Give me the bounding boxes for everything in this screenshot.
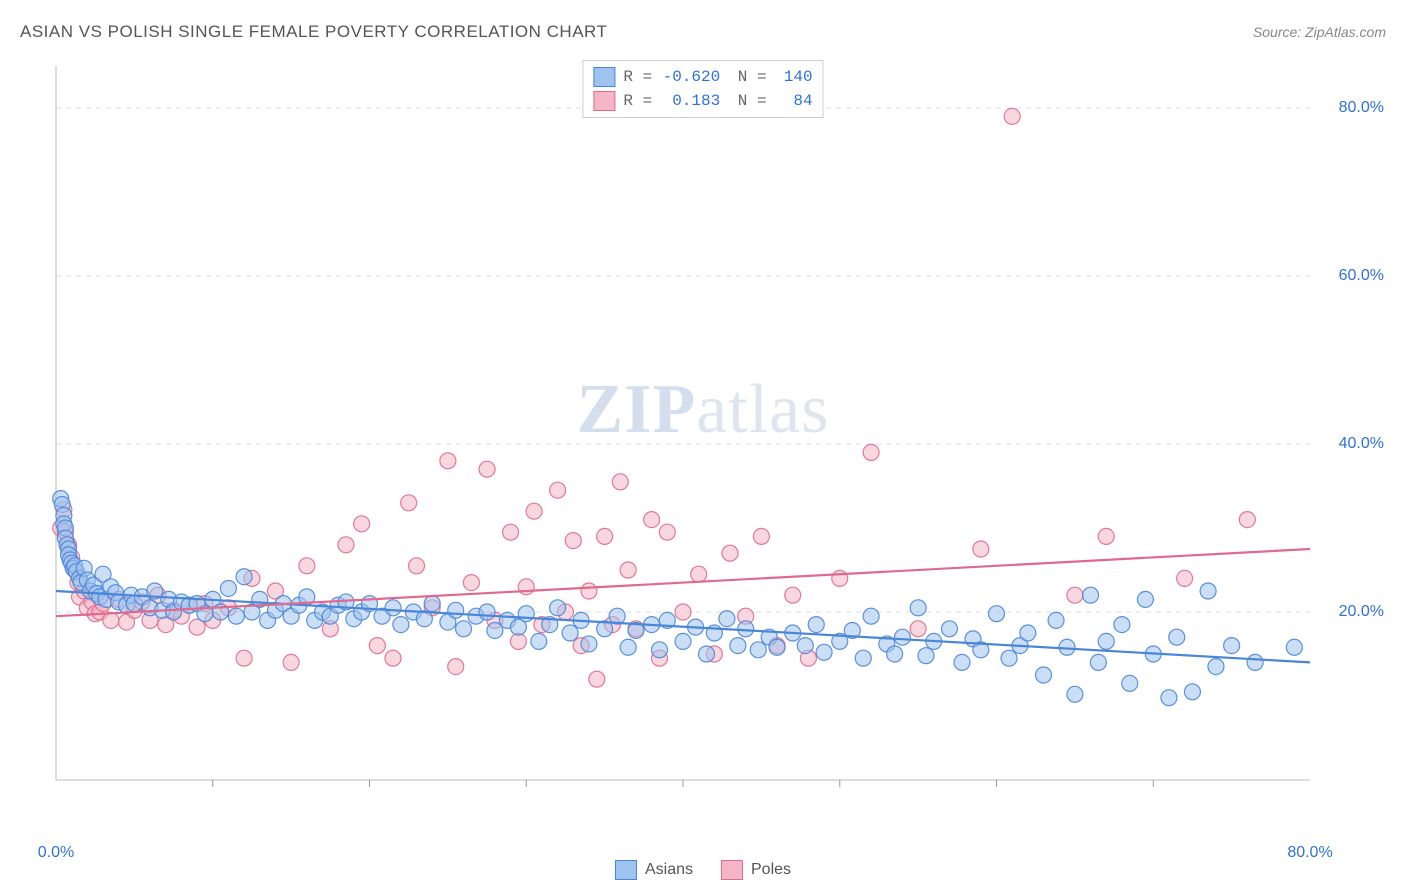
y-tick-label: 60.0% (1339, 267, 1384, 285)
swatch-poles (593, 91, 615, 111)
stat-n-asians: 140 (775, 68, 813, 86)
legend-label-asians: Asians (645, 861, 693, 879)
stat-n-poles: 84 (775, 92, 813, 110)
y-tick-label: 40.0% (1339, 435, 1384, 453)
x-tick-label: 80.0% (1287, 844, 1332, 862)
legend-item-asians: Asians (615, 860, 693, 880)
stat-r-poles: 0.183 (660, 92, 720, 110)
legend-item-poles: Poles (721, 860, 791, 880)
legend: Asians Poles (615, 860, 791, 880)
stat-r-asians: -0.620 (660, 68, 720, 86)
source-label: Source: ZipAtlas.com (1253, 24, 1386, 40)
swatch-poles (721, 860, 743, 880)
y-tick-label: 20.0% (1339, 603, 1384, 621)
legend-label-poles: Poles (751, 861, 791, 879)
chart-title: ASIAN VS POLISH SINGLE FEMALE POVERTY CO… (20, 22, 607, 42)
swatch-asians (615, 860, 637, 880)
chart-area (50, 60, 1370, 830)
x-tick-label: 0.0% (38, 844, 74, 862)
stats-row-poles: R = 0.183 N = 84 (593, 89, 812, 113)
stats-box: R = -0.620 N = 140 R = 0.183 N = 84 (582, 60, 823, 118)
stats-row-asians: R = -0.620 N = 140 (593, 65, 812, 89)
y-tick-label: 80.0% (1339, 99, 1384, 117)
swatch-asians (593, 67, 615, 87)
